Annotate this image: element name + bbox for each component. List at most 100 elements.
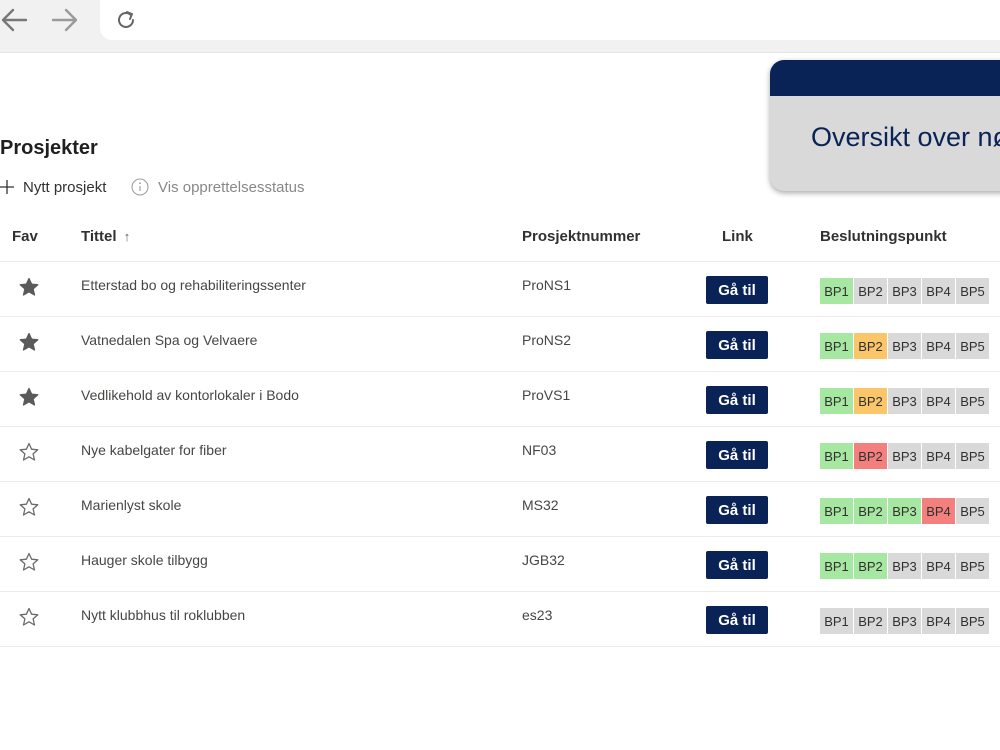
table-row[interactable]: Marienlyst skole MS32 Gå til BP1 BP2 BP3 BP4 BP…	[0, 481, 1000, 537]
star-filled-icon[interactable]	[19, 277, 39, 297]
go-to-button[interactable]: Gå til	[706, 441, 768, 469]
decision-point-badge: BP3	[888, 333, 922, 359]
reload-button[interactable]	[112, 6, 140, 34]
table-row[interactable]: Nytt klubbhus til roklubben es23 Gå til BP1…	[0, 591, 1000, 647]
decision-point-group: BP1 BP2 BP3 BP4 BP5	[820, 498, 990, 524]
column-header-link[interactable]: Link	[722, 228, 753, 245]
decision-point-group: BP1 BP2 BP3 BP4 BP5	[820, 388, 990, 414]
go-to-button[interactable]: Gå til	[706, 331, 768, 359]
decision-point-group: BP1 BP2 BP3 BP4 BP5	[820, 443, 990, 469]
table-row[interactable]: Hauger skole tilbygg JGB32 Gå til BP1 BP2 BP3…	[0, 536, 1000, 592]
decision-point-badge: BP4	[922, 388, 956, 414]
project-title: Etterstad bo og rehabiliteringssenter	[81, 277, 306, 293]
decision-point-group: BP1 BP2 BP3 BP4 BP5	[820, 553, 990, 579]
table-row[interactable]: Vedlikehold av kontorlokaler i Bodo ProVS…	[0, 371, 1000, 427]
column-header-fav[interactable]: Fav	[12, 228, 38, 245]
decision-point-badge: BP2	[854, 553, 888, 579]
column-header-title[interactable]: Tittel ↑	[81, 228, 130, 245]
star-filled-icon[interactable]	[19, 332, 39, 352]
overview-card-text: Oversikt over nø	[811, 122, 1000, 152]
sort-ascending-icon: ↑	[123, 229, 131, 244]
column-header-number[interactable]: Prosjektnummer	[522, 228, 641, 245]
star-filled-icon[interactable]	[19, 387, 39, 407]
decision-point-badge: BP2	[854, 278, 888, 304]
go-to-button[interactable]: Gå til	[706, 386, 768, 414]
star-outline-icon[interactable]	[19, 552, 39, 572]
star-outline-icon[interactable]	[19, 497, 39, 517]
decision-point-badge: BP2	[854, 498, 888, 524]
table-row[interactable]: Nye kabelgater for fiber NF03 Gå til BP1 BP2…	[0, 426, 1000, 482]
arrow-right-icon	[51, 8, 78, 32]
decision-point-badge: BP4	[922, 553, 956, 579]
decision-point-badge: BP4	[922, 278, 956, 304]
decision-point-badge: BP5	[956, 498, 990, 524]
decision-point-badge: BP5	[956, 553, 990, 579]
decision-point-badge: BP5	[956, 333, 990, 359]
browser-toolbar	[0, 0, 1000, 53]
decision-point-badge: BP4	[922, 608, 956, 634]
decision-point-badge: BP2	[854, 388, 888, 414]
decision-point-badge: BP4	[922, 443, 956, 469]
project-number: ProVS1	[522, 387, 571, 403]
decision-point-group: BP1 BP2 BP3 BP4 BP5	[820, 608, 990, 634]
decision-point-badge: BP1	[820, 333, 854, 359]
go-to-button[interactable]: Gå til	[706, 551, 768, 579]
project-number: ProNS2	[522, 332, 572, 348]
star-outline-icon[interactable]	[19, 607, 39, 627]
decision-point-badge: BP3	[888, 553, 922, 579]
decision-point-group: BP1 BP2 BP3 BP4 BP5	[820, 333, 990, 359]
show-status-button[interactable]: Vis opprettelsesstatus	[131, 177, 304, 197]
decision-point-badge: BP1	[820, 608, 854, 634]
decision-point-badge: BP3	[888, 608, 922, 634]
table-row[interactable]: Vatnedalen Spa og Velvaere ProNS2 Gå til BP…	[0, 316, 1000, 372]
project-title: Marienlyst skole	[81, 497, 182, 513]
project-title: Vatnedalen Spa og Velvaere	[81, 332, 258, 348]
decision-point-badge: BP4	[922, 333, 956, 359]
table-bottom-divider	[0, 646, 1000, 647]
decision-point-badge: BP1	[820, 498, 854, 524]
decision-point-badge: BP1	[820, 388, 854, 414]
decision-point-badge: BP3	[888, 498, 922, 524]
plus-icon	[0, 180, 14, 194]
decision-point-badge: BP3	[888, 278, 922, 304]
go-to-button[interactable]: Gå til	[706, 496, 768, 524]
star-outline-icon[interactable]	[19, 442, 39, 462]
column-header-title-label: Tittel	[81, 228, 117, 245]
decision-point-badge: BP4	[922, 498, 956, 524]
project-title: Nytt klubbhus til roklubben	[81, 607, 246, 623]
project-number: es23	[522, 607, 553, 623]
overview-card-header	[770, 60, 1000, 96]
decision-point-badge: BP5	[956, 608, 990, 634]
project-number: JGB32	[522, 552, 565, 568]
project-number: MS32	[522, 497, 559, 513]
table-row[interactable]: Etterstad bo og rehabiliteringssenter Pro…	[0, 261, 1000, 317]
column-header-decision-point[interactable]: Beslutningspunkt	[820, 228, 947, 245]
project-title: Vedlikehold av kontorlokaler i Bodo	[81, 387, 299, 403]
decision-point-badge: BP2	[854, 443, 888, 469]
decision-point-badge: BP1	[820, 443, 854, 469]
decision-point-badge: BP5	[956, 443, 990, 469]
project-title: Hauger skole tilbygg	[81, 552, 208, 568]
decision-point-group: BP1 BP2 BP3 BP4 BP5	[820, 278, 990, 304]
project-number: ProNS1	[522, 277, 572, 293]
reload-icon	[118, 11, 134, 28]
go-to-button[interactable]: Gå til	[706, 276, 768, 304]
new-project-label: Nytt prosjekt	[23, 178, 107, 196]
forward-button[interactable]	[49, 4, 81, 36]
decision-point-badge: BP5	[956, 278, 990, 304]
project-number: NF03	[522, 442, 557, 458]
arrow-left-icon	[1, 8, 28, 32]
address-bar[interactable]	[100, 0, 1000, 40]
overview-card[interactable]: Oversikt over nø	[770, 60, 1000, 191]
new-project-button[interactable]: Nytt prosjekt	[0, 177, 106, 197]
info-icon	[131, 178, 149, 196]
page-title: Prosjekter	[0, 137, 98, 159]
decision-point-badge: BP3	[888, 443, 922, 469]
back-button[interactable]	[0, 4, 30, 36]
decision-point-badge: BP2	[854, 333, 888, 359]
show-status-label: Vis opprettelsesstatus	[158, 178, 305, 196]
decision-point-badge: BP2	[854, 608, 888, 634]
go-to-button[interactable]: Gå til	[706, 606, 768, 634]
decision-point-badge: BP1	[820, 278, 854, 304]
project-title: Nye kabelgater for fiber	[81, 442, 227, 458]
